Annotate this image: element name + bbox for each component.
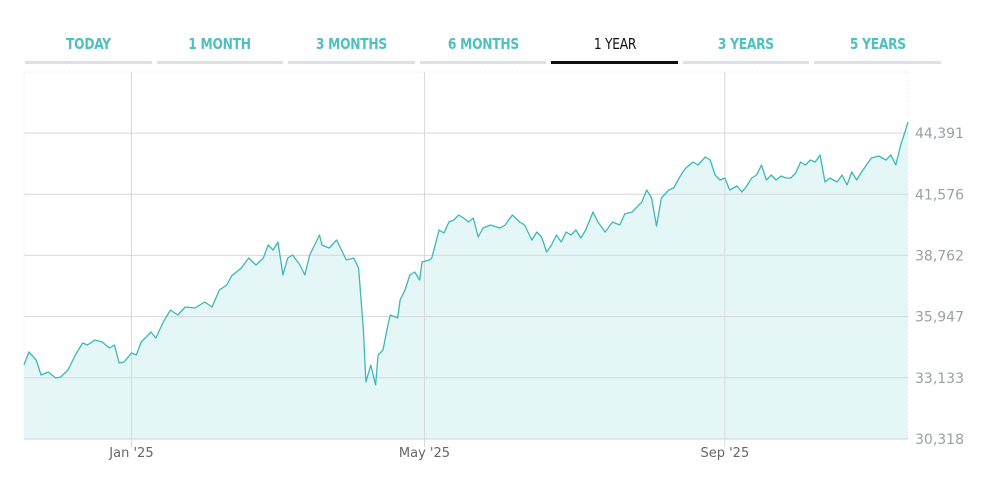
tab-label: 1 YEAR (593, 34, 636, 53)
tab-3-months[interactable]: 3 MONTHS (288, 26, 415, 64)
tab-label: TODAY (65, 34, 111, 53)
x-tick-label: Sep '25 (700, 446, 749, 461)
tab-1-year[interactable]: 1 YEAR (551, 26, 678, 64)
y-tick-label: 30,318 (915, 432, 964, 448)
y-tick-label: 35,947 (915, 310, 964, 326)
y-tick-label: 33,133 (915, 371, 964, 387)
series-line (23, 121, 909, 386)
time-range-tabs: TODAY 1 MONTH 3 MONTHS 6 MONTHS 1 YEAR 3… (25, 26, 942, 64)
x-tick-label: Jan '25 (108, 446, 153, 461)
tab-label: 6 MONTHS (447, 34, 519, 53)
tab-label: 5 YEARS (849, 34, 906, 53)
x-tick-label: May '25 (399, 446, 450, 461)
y-tick-label: 44,391 (915, 126, 964, 142)
tab-5-years[interactable]: 5 YEARS (814, 26, 942, 64)
y-tick-label: 41,576 (915, 187, 964, 203)
tab-label: 3 YEARS (718, 34, 775, 53)
tab-1-month[interactable]: 1 MONTH (156, 26, 284, 64)
tab-today[interactable]: TODAY (25, 26, 152, 64)
tab-3-years[interactable]: 3 YEARS (682, 26, 810, 64)
tab-label: 3 MONTHS (315, 34, 387, 53)
tab-label: 1 MONTH (188, 34, 252, 53)
y-tick-label: 38,762 (915, 248, 964, 264)
tab-6-months[interactable]: 6 MONTHS (419, 26, 547, 64)
area-fill (24, 122, 908, 439)
